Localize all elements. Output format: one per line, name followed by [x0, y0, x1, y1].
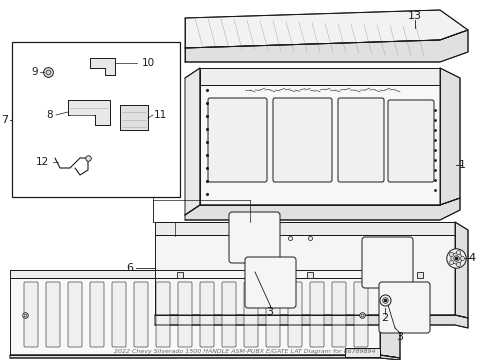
- Text: 2022 Chevy Silverado 1500 HANDLE ASM-PUBX E/GATE LAT Diagram for 86789894: 2022 Chevy Silverado 1500 HANDLE ASM-PUB…: [114, 350, 376, 355]
- FancyBboxPatch shape: [156, 282, 170, 347]
- FancyBboxPatch shape: [24, 282, 38, 347]
- FancyBboxPatch shape: [273, 98, 332, 182]
- Text: 4: 4: [468, 253, 476, 263]
- Polygon shape: [200, 85, 440, 205]
- Polygon shape: [155, 222, 455, 235]
- Polygon shape: [185, 10, 468, 48]
- Text: 3: 3: [396, 332, 403, 342]
- FancyBboxPatch shape: [229, 212, 280, 263]
- Polygon shape: [155, 235, 455, 315]
- Polygon shape: [185, 198, 460, 220]
- FancyBboxPatch shape: [332, 282, 346, 347]
- FancyBboxPatch shape: [68, 282, 82, 347]
- Polygon shape: [380, 270, 400, 358]
- Text: 1: 1: [459, 160, 466, 170]
- Text: 13: 13: [408, 11, 422, 21]
- FancyBboxPatch shape: [112, 282, 126, 347]
- Text: 11: 11: [153, 110, 167, 120]
- FancyBboxPatch shape: [354, 282, 368, 347]
- FancyBboxPatch shape: [288, 282, 302, 347]
- FancyBboxPatch shape: [208, 98, 267, 182]
- Text: 10: 10: [142, 58, 154, 68]
- Polygon shape: [155, 315, 468, 328]
- Bar: [12, 42, 180, 197]
- Polygon shape: [200, 68, 440, 85]
- Text: 9: 9: [32, 67, 38, 77]
- FancyBboxPatch shape: [379, 282, 430, 333]
- FancyBboxPatch shape: [362, 237, 413, 288]
- Polygon shape: [345, 348, 380, 357]
- Polygon shape: [120, 105, 148, 130]
- Text: 8: 8: [47, 110, 53, 120]
- FancyBboxPatch shape: [388, 100, 434, 182]
- Text: 3: 3: [267, 307, 273, 317]
- Text: 5: 5: [149, 180, 156, 190]
- FancyBboxPatch shape: [245, 257, 296, 308]
- FancyBboxPatch shape: [178, 282, 192, 347]
- Polygon shape: [10, 355, 400, 360]
- Polygon shape: [440, 68, 460, 205]
- FancyBboxPatch shape: [90, 282, 104, 347]
- Polygon shape: [10, 278, 380, 355]
- Polygon shape: [68, 100, 110, 125]
- Polygon shape: [90, 58, 115, 75]
- Text: 2: 2: [381, 313, 389, 323]
- FancyBboxPatch shape: [244, 282, 258, 347]
- FancyBboxPatch shape: [310, 282, 324, 347]
- Text: 6: 6: [126, 263, 133, 273]
- Text: 12: 12: [35, 157, 49, 167]
- Polygon shape: [185, 68, 200, 215]
- Polygon shape: [455, 222, 468, 318]
- FancyBboxPatch shape: [266, 282, 280, 347]
- FancyBboxPatch shape: [46, 282, 60, 347]
- FancyBboxPatch shape: [222, 282, 236, 347]
- FancyBboxPatch shape: [338, 98, 384, 182]
- Polygon shape: [10, 270, 380, 278]
- Polygon shape: [185, 30, 468, 62]
- FancyBboxPatch shape: [200, 282, 214, 347]
- FancyBboxPatch shape: [134, 282, 148, 347]
- Text: 7: 7: [1, 115, 8, 125]
